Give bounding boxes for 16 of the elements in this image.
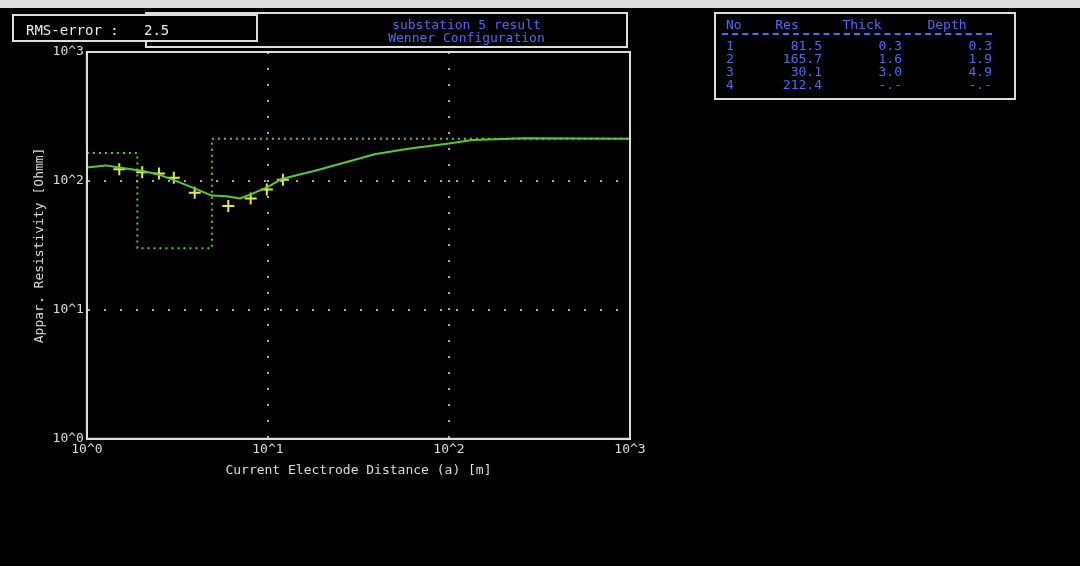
text: 1 81.5 0.3 0.3 <box>726 38 992 53</box>
y-tick-label: 10^3 <box>52 43 84 59</box>
y-axis-title: Appar. Resistivity [Ohmm] <box>31 147 47 344</box>
text: 4 212.4 -.- -.- <box>726 77 992 92</box>
x-axis-title: Current Electrode Distance (a) [m] <box>225 461 492 477</box>
text: 2 165.7 1.6 1.9 <box>726 51 992 66</box>
text: RMS-error : 2.5 <box>12 14 258 42</box>
x-tick-label: 10^2 <box>433 440 465 456</box>
text: No Res Thick Depth <box>726 17 967 32</box>
chart-title: substation 5 result <box>391 17 542 32</box>
x-tick-label: 10^1 <box>252 440 284 456</box>
text: 3 30.1 3.0 4.9 <box>726 64 992 79</box>
y-tick-label: 10^2 <box>52 172 84 188</box>
x-tick-label: 10^3 <box>614 440 646 456</box>
y-tick-label: 10^1 <box>52 301 84 317</box>
chart-subtitle: Wenner Configuration <box>387 30 546 45</box>
